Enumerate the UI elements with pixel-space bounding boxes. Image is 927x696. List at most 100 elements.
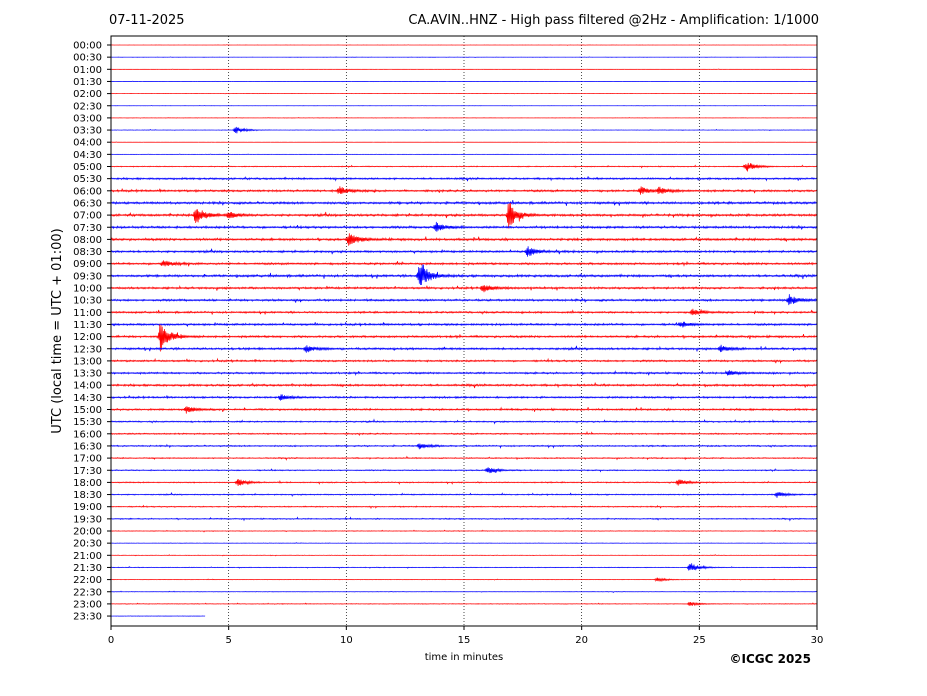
trace-0830	[110, 246, 818, 257]
trace-1330	[110, 370, 818, 376]
vertical-gridlines	[228, 36, 700, 626]
row-time-label: 18:00	[73, 478, 102, 489]
trace-2300	[110, 601, 818, 607]
trace-0800	[110, 233, 818, 246]
row-time-label: 18:30	[73, 490, 102, 501]
trace-2000	[110, 529, 818, 533]
row-time-label: 02:00	[73, 89, 102, 100]
trace-1830	[110, 491, 818, 498]
trace-0400	[110, 141, 818, 143]
copyright-label: ©ICGC 2025	[729, 652, 811, 666]
trace-1630	[110, 443, 818, 450]
trace-0200	[110, 92, 818, 95]
row-time-label: 16:30	[73, 441, 102, 452]
trace-0230	[110, 105, 818, 107]
seismic-traces	[110, 44, 818, 617]
row-time-label: 00:00	[73, 41, 102, 52]
x-tick-label: 5	[225, 635, 231, 646]
x-tick-label: 20	[575, 635, 588, 646]
trace-0130	[110, 80, 818, 83]
x-axis-label: time in minutes	[425, 652, 504, 663]
trace-0000	[110, 44, 818, 46]
trace-2030	[110, 542, 818, 545]
row-time-label: 15:00	[73, 405, 102, 416]
row-time-label: 00:30	[73, 53, 102, 64]
trace-1700	[110, 455, 818, 461]
row-time-label: 04:30	[73, 150, 102, 161]
row-time-label: 10:30	[73, 296, 102, 307]
trace-1100	[110, 308, 818, 316]
trace-0430	[110, 153, 818, 156]
trace-1900	[110, 504, 818, 510]
row-time-label: 19:00	[73, 502, 102, 513]
row-time-label: 20:30	[73, 539, 102, 550]
trace-0930	[110, 264, 818, 285]
x-tick-label: 0	[108, 635, 114, 646]
trace-1530	[110, 418, 818, 425]
trace-0030	[110, 56, 818, 58]
x-tick-label: 30	[811, 635, 824, 646]
trace-2330	[110, 615, 206, 617]
row-time-label: 15:30	[73, 417, 102, 428]
trace-0100	[110, 68, 818, 70]
row-time-label: 16:00	[73, 429, 102, 440]
row-time-label: 20:00	[73, 527, 102, 538]
trace-0500	[110, 162, 818, 172]
row-time-label: 10:00	[73, 284, 102, 295]
trace-1930	[110, 516, 818, 522]
row-time-label: 12:30	[73, 344, 102, 355]
x-axis-tick-labels: 0 5 10 15 20 25 30	[108, 626, 824, 646]
row-time-label: 14:30	[73, 393, 102, 404]
row-time-label: 06:00	[73, 186, 102, 197]
trace-1300	[110, 357, 818, 365]
row-time-label: 01:30	[73, 77, 102, 88]
trace-1230	[110, 344, 818, 353]
trace-2100	[110, 554, 818, 557]
x-tick-label: 25	[693, 635, 706, 646]
row-time-label: 08:30	[73, 247, 102, 258]
trace-2200	[110, 577, 818, 583]
trace-2230	[110, 590, 818, 593]
plot-frame	[110, 35, 818, 627]
row-time-label: 13:00	[73, 356, 102, 367]
row-time-label: 22:00	[73, 575, 102, 586]
trace-1430	[110, 394, 818, 401]
x-tick-label: 15	[458, 635, 471, 646]
row-time-label: 17:00	[73, 454, 102, 465]
trace-0630	[110, 200, 818, 206]
date-label: 07-11-2025	[109, 13, 185, 28]
trace-0330	[110, 126, 818, 134]
trace-1030	[110, 294, 818, 306]
row-time-label: 09:00	[73, 259, 102, 270]
chart-title: CA.AVIN..HNZ - High pass filtered @2Hz -…	[408, 13, 819, 28]
trace-0730	[110, 221, 818, 232]
row-time-label: 14:00	[73, 381, 102, 392]
y-axis-label: UTC (local time = UTC + 01:00)	[50, 228, 65, 433]
trace-0300	[110, 117, 818, 119]
row-time-label: 07:00	[73, 211, 102, 222]
trace-0700	[110, 203, 818, 229]
trace-2130	[110, 563, 818, 571]
trace-1130	[110, 321, 818, 328]
row-time-label: 23:00	[73, 599, 102, 610]
row-time-label: 07:30	[73, 223, 102, 234]
trace-1200	[110, 324, 818, 352]
trace-1600	[110, 430, 818, 437]
row-time-label: 12:00	[73, 332, 102, 343]
row-time-label: 02:30	[73, 101, 102, 112]
row-time-label: 19:30	[73, 514, 102, 525]
trace-1000	[110, 284, 818, 293]
trace-1730	[110, 467, 818, 474]
row-time-label: 03:30	[73, 126, 102, 137]
trace-0600	[110, 186, 818, 195]
row-time-label: 21:30	[73, 563, 102, 574]
row-time-label: 11:30	[73, 320, 102, 331]
row-time-label: 09:30	[73, 271, 102, 282]
row-time-label: 08:00	[73, 235, 102, 246]
trace-1400	[110, 382, 818, 389]
row-time-label: 21:00	[73, 551, 102, 562]
x-tick-label: 10	[340, 635, 353, 646]
row-time-label: 06:30	[73, 198, 102, 209]
